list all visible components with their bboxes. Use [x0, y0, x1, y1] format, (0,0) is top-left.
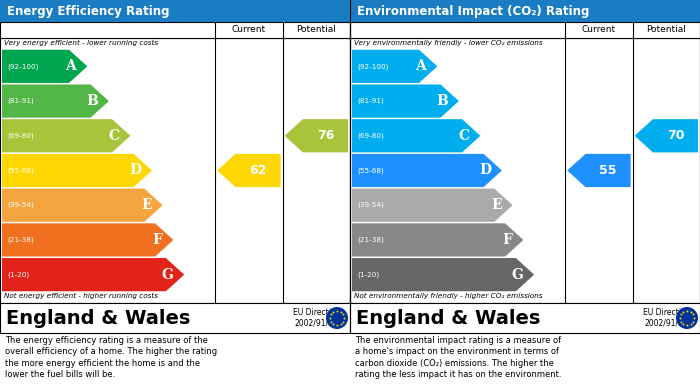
Text: The environmental impact rating is a measure of
a home's impact on the environme: The environmental impact rating is a mea…: [355, 336, 561, 379]
Text: (92-100): (92-100): [7, 63, 38, 70]
Polygon shape: [567, 154, 631, 187]
Text: A: A: [416, 59, 426, 74]
Text: B: B: [87, 94, 98, 108]
Text: (1-20): (1-20): [7, 271, 29, 278]
Bar: [350, 38, 700, 303]
Text: Environmental Impact (CO₂) Rating: Environmental Impact (CO₂) Rating: [357, 5, 589, 18]
Polygon shape: [2, 188, 162, 222]
Polygon shape: [352, 258, 534, 291]
Text: 55: 55: [599, 164, 617, 177]
Text: Potential: Potential: [646, 25, 686, 34]
Text: (81-91): (81-91): [357, 98, 384, 104]
Text: E: E: [491, 198, 501, 212]
Polygon shape: [352, 188, 512, 222]
Polygon shape: [2, 258, 184, 291]
Text: E: E: [141, 198, 151, 212]
Text: (39-54): (39-54): [7, 202, 34, 208]
Text: (1-20): (1-20): [357, 271, 379, 278]
Text: 70: 70: [666, 129, 684, 142]
Text: Potential: Potential: [296, 25, 336, 34]
Text: EU Directive
2002/91/EC: EU Directive 2002/91/EC: [293, 308, 341, 328]
Polygon shape: [217, 154, 281, 187]
Text: 62: 62: [249, 164, 267, 177]
Polygon shape: [352, 84, 459, 118]
Polygon shape: [2, 223, 174, 256]
Text: (21-38): (21-38): [357, 237, 384, 243]
Polygon shape: [2, 50, 87, 83]
Text: C: C: [458, 129, 470, 143]
Text: D: D: [130, 163, 141, 178]
Bar: [350, 22, 700, 38]
Text: G: G: [512, 268, 524, 282]
Bar: [350, 303, 700, 333]
Polygon shape: [2, 84, 108, 118]
Polygon shape: [635, 119, 698, 152]
Text: (81-91): (81-91): [7, 98, 34, 104]
Text: Current: Current: [582, 25, 616, 34]
Text: B: B: [437, 94, 448, 108]
Polygon shape: [285, 119, 348, 152]
Text: (92-100): (92-100): [357, 63, 388, 70]
Circle shape: [326, 307, 348, 329]
Text: C: C: [108, 129, 120, 143]
Text: Energy Efficiency Rating: Energy Efficiency Rating: [7, 5, 169, 18]
Text: (69-80): (69-80): [7, 133, 34, 139]
Text: D: D: [480, 163, 491, 178]
Text: Very environmentally friendly - lower CO₂ emissions: Very environmentally friendly - lower CO…: [354, 40, 542, 46]
Text: England & Wales: England & Wales: [356, 308, 540, 328]
Polygon shape: [352, 154, 502, 187]
Text: (39-54): (39-54): [357, 202, 384, 208]
Text: England & Wales: England & Wales: [6, 308, 190, 328]
Bar: [350, 0, 700, 22]
Text: A: A: [66, 59, 76, 74]
Polygon shape: [2, 154, 152, 187]
Bar: [0, 22, 350, 38]
Text: Current: Current: [232, 25, 266, 34]
Text: F: F: [502, 233, 512, 247]
Polygon shape: [352, 223, 524, 256]
Text: (21-38): (21-38): [7, 237, 34, 243]
Text: (55-68): (55-68): [357, 167, 384, 174]
Text: Not environmentally friendly - higher CO₂ emissions: Not environmentally friendly - higher CO…: [354, 293, 542, 299]
Bar: [0, 38, 350, 303]
Text: 76: 76: [317, 129, 334, 142]
Text: (55-68): (55-68): [7, 167, 34, 174]
Polygon shape: [352, 119, 480, 152]
Text: G: G: [162, 268, 174, 282]
Circle shape: [676, 307, 698, 329]
Polygon shape: [352, 50, 438, 83]
Bar: [0, 303, 350, 333]
Bar: [0, 0, 350, 22]
Text: Not energy efficient - higher running costs: Not energy efficient - higher running co…: [4, 293, 158, 299]
Text: Very energy efficient - lower running costs: Very energy efficient - lower running co…: [4, 40, 158, 46]
Text: (69-80): (69-80): [357, 133, 384, 139]
Text: The energy efficiency rating is a measure of the
overall efficiency of a home. T: The energy efficiency rating is a measur…: [5, 336, 217, 379]
Polygon shape: [2, 119, 130, 152]
Text: F: F: [152, 233, 162, 247]
Text: EU Directive
2002/91/EC: EU Directive 2002/91/EC: [643, 308, 691, 328]
